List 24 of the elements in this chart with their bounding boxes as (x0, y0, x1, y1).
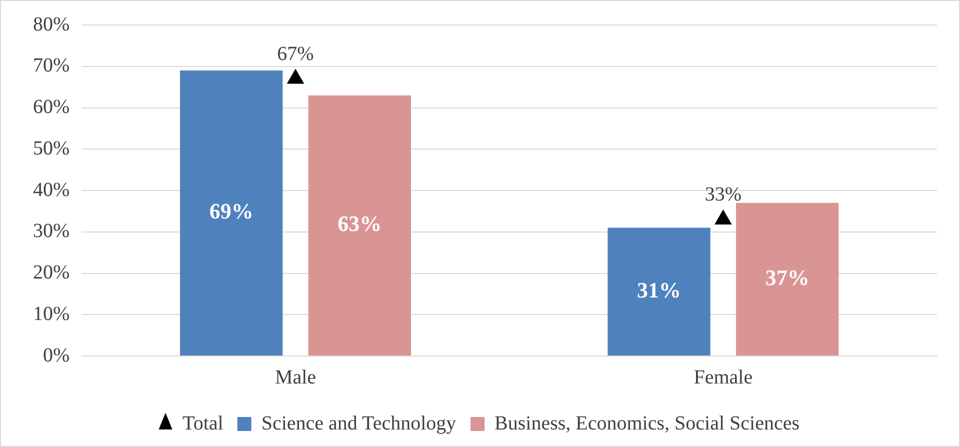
bar (308, 95, 411, 356)
y-tick-label: 80% (32, 13, 70, 36)
data-label: 63% (338, 211, 382, 236)
y-tick-label: 0% (42, 344, 70, 366)
bar (608, 228, 710, 356)
bar (180, 70, 283, 356)
y-tick-label: 20% (32, 262, 70, 284)
legend-label: Business, Economics, Social Sciences (494, 412, 800, 434)
data-label: 67% (277, 43, 314, 66)
legend-label: Total (182, 412, 224, 434)
y-tick-label: 50% (32, 137, 70, 160)
x-tick-label: Female (694, 366, 753, 388)
y-tick-label: 30% (32, 220, 70, 242)
bar (736, 202, 839, 356)
y-tick-label: 40% (32, 178, 70, 201)
legend-label: Science and Technology (261, 412, 456, 434)
data-label: 37% (765, 264, 810, 290)
data-label: 31% (637, 277, 682, 302)
y-tick-label: 10% (32, 302, 70, 325)
y-tick-label: 70% (32, 54, 70, 77)
data-label: 33% (704, 184, 742, 206)
x-tick-label: Male (274, 366, 316, 388)
y-tick-label: 60% (32, 96, 70, 118)
data-label: 69% (209, 198, 254, 224)
